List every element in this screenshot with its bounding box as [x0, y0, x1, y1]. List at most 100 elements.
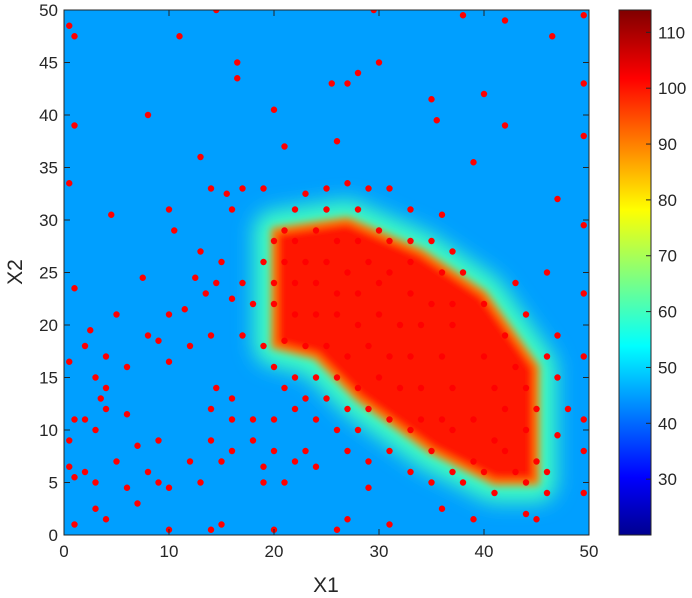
scatter-point	[543, 269, 551, 276]
x-axis-ticks: 0 10 20 30 40 50	[59, 10, 598, 561]
colorbar-tick-label: 80	[658, 191, 677, 210]
scatter-point	[580, 290, 587, 297]
scatter-point	[155, 337, 162, 344]
scatter-point	[580, 416, 587, 423]
scatter-point	[260, 342, 267, 350]
scatter-point	[491, 437, 498, 444]
scatter-point	[281, 479, 288, 486]
scatter-point	[323, 342, 330, 350]
colorbar-tick-label: 30	[658, 470, 677, 489]
scatter-point	[543, 489, 551, 497]
scatter-point	[470, 416, 477, 423]
scatter-point	[333, 311, 341, 318]
scatter-point	[365, 258, 372, 266]
scatter-point	[213, 279, 220, 287]
scatter-point	[375, 279, 383, 287]
scatter-point	[66, 22, 73, 29]
scatter-point	[501, 17, 509, 24]
scatter-point	[102, 353, 110, 360]
scatter-point	[354, 384, 362, 392]
scatter-point	[333, 426, 341, 434]
scatter-point	[228, 395, 236, 402]
scatter-point	[386, 185, 393, 192]
scatter-point	[438, 211, 446, 218]
x-tick-label: 40	[475, 542, 494, 561]
scatter-point	[533, 405, 540, 413]
scatter-point	[312, 279, 320, 287]
scatter-point	[113, 311, 120, 318]
scatter-point	[92, 426, 99, 434]
scatter-point	[480, 90, 488, 98]
scatter-point	[580, 353, 587, 360]
scatter-point	[312, 227, 320, 234]
scatter-point	[171, 227, 178, 234]
scatter-point	[228, 447, 236, 455]
scatter-point	[155, 437, 162, 444]
colorbar-tick-label: 60	[658, 303, 677, 322]
scatter-point	[554, 332, 561, 339]
scatter-point	[239, 332, 246, 339]
scatter-point	[71, 474, 78, 481]
scatter-point	[281, 258, 288, 266]
x-axis-label: X1	[313, 574, 339, 597]
scatter-point	[139, 274, 146, 281]
scatter-point	[554, 432, 561, 439]
scatter-point	[102, 405, 110, 413]
scatter-point	[291, 279, 299, 287]
scatter-point	[71, 33, 78, 40]
scatter-point	[323, 206, 330, 213]
scatter-point	[291, 206, 299, 213]
scatter-point	[433, 117, 440, 124]
scatter-point	[165, 358, 173, 365]
scatter-point	[344, 269, 351, 276]
scatter-point	[501, 447, 509, 455]
scatter-point	[87, 327, 94, 334]
scatter-point	[459, 12, 467, 19]
scatter-point	[533, 516, 540, 523]
scatter-point	[312, 416, 320, 423]
scatter-point	[580, 132, 587, 140]
scatter-point	[438, 505, 446, 512]
scatter-point	[323, 185, 330, 192]
scatter-point	[344, 516, 351, 523]
scatter-point	[449, 321, 456, 329]
colorbar-gradient	[618, 9, 652, 536]
scatter-point	[270, 363, 278, 371]
scatter-point	[207, 332, 215, 339]
scatter-point	[270, 300, 278, 308]
scatter-point	[459, 269, 467, 276]
scatter-point	[165, 206, 173, 213]
scatter-point	[239, 185, 246, 192]
scatter-point	[270, 106, 278, 113]
scatter-point	[522, 426, 530, 434]
scatter-point	[428, 300, 435, 308]
y-tick-label: 0	[49, 526, 58, 545]
scatter-point	[354, 426, 362, 434]
plot-area	[64, 10, 589, 535]
scatter-points	[66, 10, 587, 533]
scatter-point	[302, 342, 309, 350]
x-tick-label: 50	[580, 542, 599, 561]
scatter-point	[386, 416, 393, 423]
scatter-point	[113, 458, 120, 465]
scatter-point	[144, 332, 152, 339]
scatter-point	[522, 384, 530, 392]
scatter-point	[470, 159, 477, 166]
y-tick-label: 30	[39, 211, 58, 230]
y-tick-label: 50	[39, 1, 58, 20]
y-tick-label: 35	[39, 159, 58, 178]
scatter-point	[365, 458, 372, 465]
scatter-point	[181, 306, 188, 313]
scatter-point	[365, 484, 372, 491]
colorbar-ticks: 30 40 50 60 70 80 90 100 110	[646, 23, 686, 489]
scatter-point	[218, 458, 225, 465]
scatter-point	[375, 59, 383, 66]
scatter-point	[81, 416, 89, 423]
scatter-point	[228, 206, 236, 213]
colorbar: 30 40 50 60 70 80 90 100 110	[618, 9, 686, 536]
scatter-point	[71, 521, 78, 528]
scatter-point	[417, 321, 425, 329]
scatter-point	[407, 237, 414, 245]
scatter-point	[449, 468, 456, 476]
scatter-point	[449, 426, 456, 434]
